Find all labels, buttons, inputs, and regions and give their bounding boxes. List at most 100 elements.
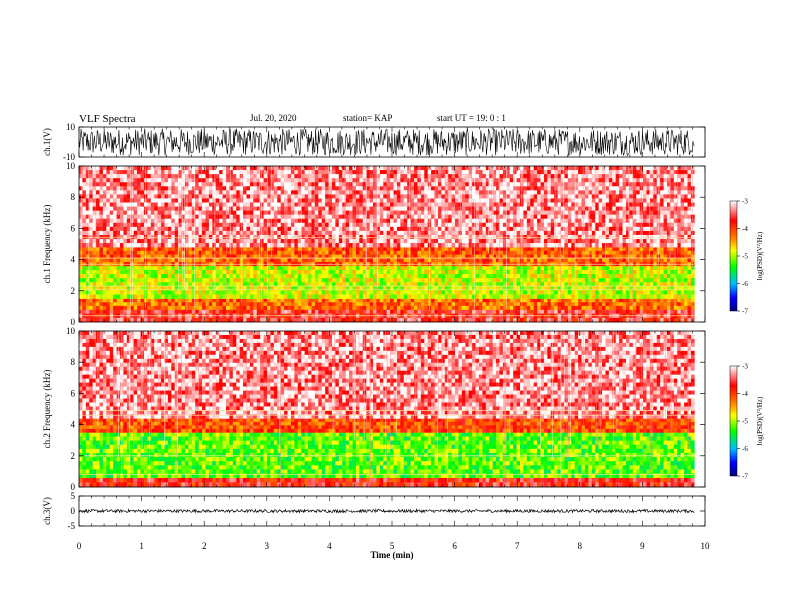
spectrogram-cell (273, 190, 278, 195)
spectrogram-cell (294, 254, 299, 259)
spectrogram-cell (437, 309, 442, 314)
spectrogram-cell (420, 317, 425, 323)
spectrogram-cell (540, 294, 545, 299)
spectrogram-cell (362, 290, 367, 295)
spectrogram-cell (321, 247, 326, 252)
spectrogram-cell (543, 298, 548, 303)
spectrogram-cell (195, 174, 199, 179)
spectrogram-cell (636, 294, 640, 299)
spectrogram-cell (181, 247, 186, 252)
spectrogram-cell (226, 222, 230, 228)
spectrogram-cell (308, 234, 312, 240)
spectrogram-cell (143, 317, 148, 323)
spectrogram-cell (140, 317, 145, 323)
spectrogram-cell (482, 286, 487, 291)
spectrogram-cell (267, 198, 271, 203)
spectrogram-cell (338, 239, 343, 244)
spectrogram-cell (113, 243, 117, 248)
spectrogram-cell (677, 274, 681, 279)
spectrogram-cell (301, 174, 305, 179)
spectrogram-cell (314, 218, 319, 224)
spectrogram-cell (485, 254, 490, 259)
spectrogram-cell (605, 290, 610, 295)
spectrogram-cell (349, 274, 353, 279)
spectrogram-cell (526, 302, 531, 307)
spectrogram-cell (290, 258, 295, 263)
spectrogram-cell (198, 222, 203, 228)
spectrogram-cell (434, 298, 439, 303)
spectrogram-cell (602, 286, 606, 291)
spectrogram-cell (96, 317, 100, 323)
spectrogram-cell (116, 190, 121, 195)
spectrogram-cell (584, 274, 589, 279)
spectrogram-cell (120, 243, 124, 248)
spectrogram-cell (161, 265, 165, 271)
spectrogram-cell (106, 174, 111, 179)
spectrogram-cell (239, 282, 244, 287)
spectrogram-cell (106, 282, 111, 287)
spectrogram-cell (191, 214, 196, 220)
spectrogram-cell (79, 239, 83, 244)
spectrogram-cell (150, 258, 155, 263)
spectrogram-cell (140, 254, 145, 259)
spectrogram-cell (236, 250, 240, 255)
spectrogram-cell (684, 317, 688, 323)
spectrogram-cell (625, 305, 630, 310)
spectrogram-cell (335, 243, 340, 248)
spectrogram-cell (420, 265, 425, 271)
spectrogram-cell (92, 278, 97, 283)
spectrogram-cell (509, 274, 514, 279)
spectrogram-cell (318, 190, 323, 195)
spectrogram-cell (164, 206, 169, 211)
spectrogram-cell (308, 305, 312, 310)
spectrogram-cell (396, 286, 401, 291)
spectrogram-cell (106, 250, 111, 255)
spectrogram-cell (140, 210, 145, 215)
spectrogram-cell (379, 302, 384, 307)
spectrogram-cell (502, 286, 507, 291)
spectrogram-cell (290, 265, 295, 271)
spectrogram-cell (366, 282, 370, 287)
spectrogram-cell (143, 194, 148, 199)
spectrogram-cell (109, 239, 114, 244)
spectrogram-cell (537, 286, 541, 291)
spectrogram-cell (85, 243, 90, 248)
spectrogram-cell (205, 258, 210, 263)
spectrogram-cell (564, 265, 569, 271)
spectrogram-cell (120, 269, 124, 275)
spectrogram-cell (314, 258, 319, 263)
spectrogram-cell (154, 230, 158, 236)
spectrogram-cell (461, 269, 466, 275)
spectrogram-cell (550, 247, 555, 252)
spectrogram-cell (109, 166, 114, 171)
spectrogram-cell (441, 265, 446, 271)
spectrogram-cell (403, 247, 408, 252)
spectrogram-cell (202, 258, 206, 263)
spectrogram-cell (297, 226, 302, 232)
spectrogram-cell (232, 178, 237, 183)
spectrogram-cell (677, 309, 681, 314)
spectrogram-cell (550, 254, 555, 259)
spectrogram-cell (249, 247, 254, 252)
spectrogram-cell (622, 298, 627, 303)
spectrogram-cell (246, 265, 251, 271)
spectrogram-cell (407, 294, 411, 299)
spectrogram-cell (171, 178, 176, 183)
spectrogram-cell (85, 186, 90, 191)
spectrogram-cell (619, 294, 623, 299)
spectrogram-cell (420, 294, 425, 299)
spectrogram-cell (102, 305, 107, 310)
spectrogram-cell (280, 194, 285, 199)
spectrogram-cell (342, 305, 346, 310)
spectrogram-cell (181, 282, 186, 287)
spectrogram-cell (267, 254, 271, 259)
spectrogram-cell (82, 258, 87, 263)
spectrogram-cell (550, 298, 555, 303)
spectrogram-cell (578, 298, 582, 303)
spectrogram-cell (571, 290, 576, 295)
spectrogram-cell (328, 278, 333, 283)
spectrogram-cell (273, 186, 278, 191)
spectrogram-cell (222, 290, 227, 295)
spectrogram-cell (417, 305, 422, 310)
spectrogram-cell (277, 226, 281, 232)
